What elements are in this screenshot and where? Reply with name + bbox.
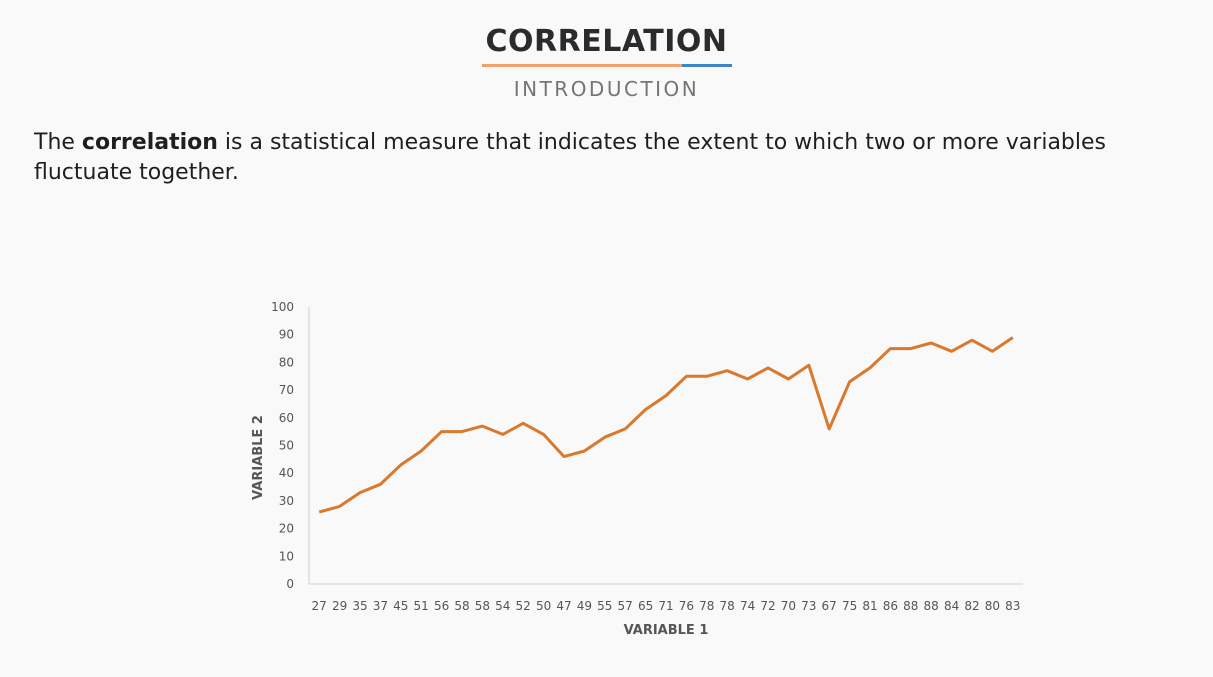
x-tick-label: 51 — [414, 599, 429, 613]
y-axis-label: VARIABLE 2 — [251, 415, 266, 500]
x-tick-label: 52 — [516, 599, 531, 613]
y-tick-label: 20 — [279, 522, 294, 536]
y-tick-label: 50 — [279, 439, 294, 453]
intro-text-before: The — [34, 130, 82, 155]
x-tick-label: 58 — [454, 599, 469, 613]
x-tick-label: 35 — [352, 599, 367, 613]
x-tick-label: 54 — [495, 599, 510, 613]
y-tick-label: 100 — [271, 300, 294, 314]
x-tick-label: 84 — [944, 599, 959, 613]
x-tick-labels: 27 29 35 37 45 51 56 58 58 54 52 50 47 49 55 57 65 71 76 78… — [312, 599, 1021, 613]
x-tick-label: 65 — [638, 599, 653, 613]
x-tick-label: 27 — [312, 599, 327, 613]
intro-paragraph: The correlation is a statistical measure… — [34, 128, 1184, 188]
x-tick-label: 76 — [679, 599, 694, 613]
x-tick-label: 71 — [658, 599, 673, 613]
x-tick-label: 78 — [720, 599, 735, 613]
x-tick-label: 80 — [985, 599, 1000, 613]
y-tick-label: 40 — [279, 466, 294, 480]
page-title: CORRELATION — [485, 24, 728, 59]
x-tick-label: 47 — [556, 599, 571, 613]
x-tick-label: 78 — [699, 599, 714, 613]
x-tick-label: 29 — [332, 599, 347, 613]
series-line — [318, 336, 1014, 514]
x-tick-label: 83 — [1005, 599, 1020, 613]
x-axis-label: VARIABLE 1 — [624, 623, 709, 638]
x-tick-label: 45 — [393, 599, 408, 613]
y-tick-labels: 0 10 20 30 40 50 60 70 80 90 100 — [271, 300, 294, 591]
x-tick-label: 67 — [822, 599, 837, 613]
x-tick-label: 50 — [536, 599, 551, 613]
x-tick-label: 74 — [740, 599, 755, 613]
y-tick-label: 30 — [279, 494, 294, 508]
y-tick-label: 60 — [279, 411, 294, 425]
y-tick-label: 70 — [279, 383, 294, 397]
x-tick-label: 57 — [618, 599, 633, 613]
title-underline — [481, 64, 732, 67]
intro-text-after: is a statistical measure that indicates … — [34, 130, 1106, 185]
y-tick-label: 80 — [279, 355, 294, 369]
x-tick-label: 49 — [577, 599, 592, 613]
x-tick-label: 37 — [373, 599, 388, 613]
x-tick-label: 58 — [475, 599, 490, 613]
x-tick-label: 70 — [781, 599, 796, 613]
x-tick-label: 81 — [862, 599, 877, 613]
title-underline-blue — [681, 64, 732, 67]
x-tick-label: 86 — [883, 599, 898, 613]
y-tick-label: 10 — [279, 549, 294, 563]
title-underline-orange — [481, 64, 682, 67]
page-subtitle: INTRODUCTION — [513, 77, 700, 101]
y-tick-label: 0 — [286, 577, 294, 591]
header: CORRELATION INTRODUCTION — [0, 22, 1213, 101]
x-tick-label: 72 — [760, 599, 775, 613]
x-tick-label: 55 — [597, 599, 612, 613]
x-tick-label: 88 — [903, 599, 918, 613]
y-tick-label: 90 — [279, 328, 294, 342]
x-tick-label: 88 — [924, 599, 939, 613]
intro-keyword: correlation — [81, 130, 218, 155]
x-tick-label: 56 — [434, 599, 449, 613]
x-tick-label: 82 — [964, 599, 979, 613]
x-tick-label: 73 — [801, 599, 816, 613]
x-tick-label: 75 — [842, 599, 857, 613]
